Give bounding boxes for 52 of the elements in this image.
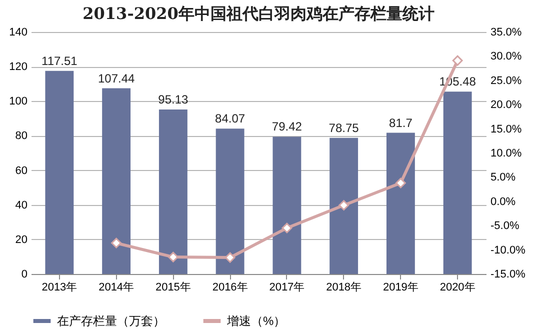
x-tick-label: 2019年 [382,282,418,294]
bar [216,128,244,274]
bar [330,138,358,274]
bar [272,136,302,274]
bar [45,70,74,274]
y2-tick-label: 10.0% [490,148,522,160]
y-tick-label: 120 [9,61,28,74]
legend-label: 增速（%） [226,314,286,328]
point [452,55,463,66]
bar [158,110,188,274]
y2-tick-label: 35.0% [490,26,522,38]
y-tick-label: 140 [9,26,28,38]
y2-tick-label: -15.0% [490,268,526,280]
x-tick-label: 2017年 [269,282,305,294]
data-label: 78.75 [328,120,360,135]
data-label: 84.07 [215,112,246,126]
bar [386,132,415,274]
y-tick-label: 80 [15,130,28,142]
point [224,252,236,263]
data-label: 95.13 [158,92,189,107]
bar [443,92,472,274]
chart-title: 2013-2020年中国祖代白羽肉鸡在产存栏量统计 [82,4,434,23]
y2-tick-label: 15.0% [490,123,522,136]
y2-tick-label: 20.0% [490,99,522,112]
point [282,222,292,234]
y2-tick-label: 0.0% [490,196,516,208]
y-tick-label: 100 [9,96,28,108]
data-label: 107.44 [98,71,135,86]
x-tick-label: 2014年 [98,282,134,294]
y-tick-label: 60 [15,164,28,177]
point [395,178,406,188]
y2-tick-label: 25.0% [490,74,522,87]
y-tick-label: 20 [15,234,28,246]
y2-tick-label: 5.0% [490,172,516,184]
y-tick-label: 40 [15,199,28,212]
legend-label: 在产存栏量（万套） [57,314,165,328]
y2-tick-label: -5.0% [490,220,520,232]
point [168,252,178,262]
bar [102,88,131,274]
data-label: 81.7 [389,116,413,130]
y2-tick-label: 30.0% [490,50,522,63]
x-tick-label: 2015年 [155,282,191,294]
y2-tick-label: -10.0% [490,244,526,256]
point [338,200,350,210]
y-tick-label: 0 [21,268,28,280]
x-tick-label: 2018年 [326,282,362,294]
point [111,238,122,248]
data-label: 79.42 [272,120,302,134]
x-tick-label: 2016年 [212,282,248,294]
x-tick-label: 2013年 [42,282,78,294]
x-tick-label: 2020年 [440,282,476,294]
data-label: 117.51 [42,54,78,68]
